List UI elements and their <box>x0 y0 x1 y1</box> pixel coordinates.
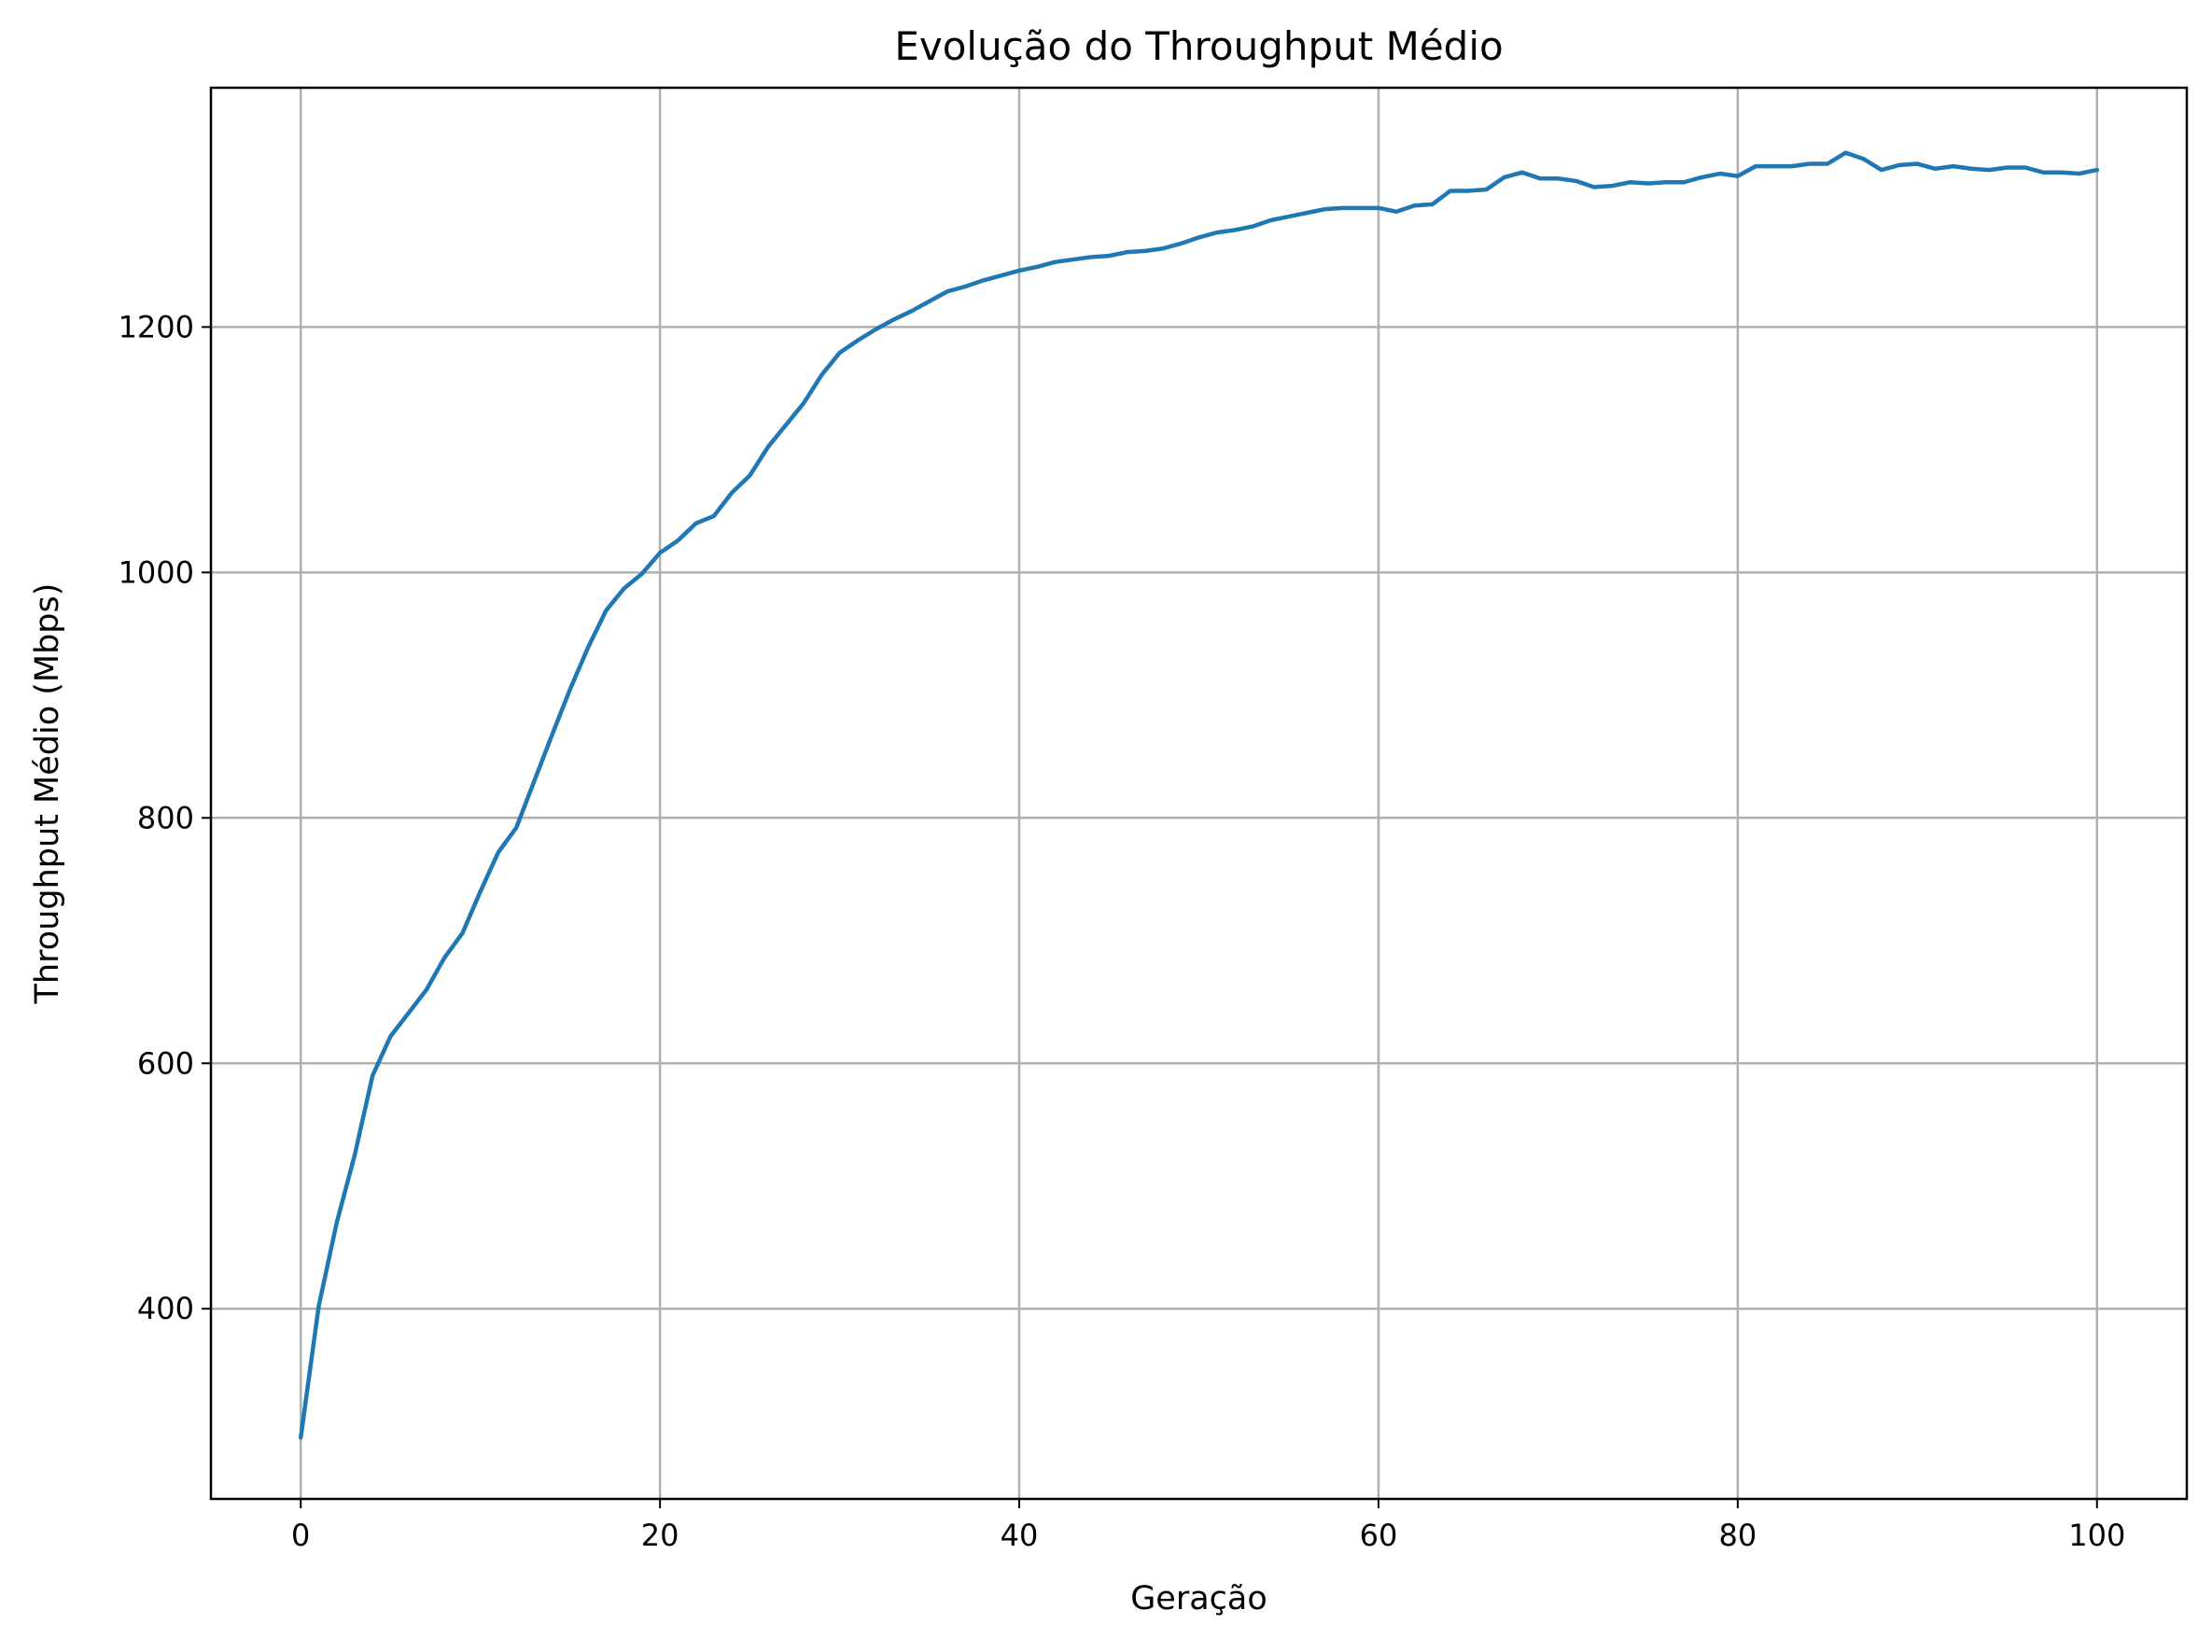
y-tick-label-400: 400 <box>137 1291 194 1326</box>
x-axis-label: Geração <box>1130 1580 1267 1617</box>
chart-title: Evolução do Throughput Médio <box>894 23 1503 69</box>
series-line-0 <box>298 150 2100 1440</box>
y-tick-label-600: 600 <box>137 1045 194 1081</box>
x-tick-label-80: 80 <box>1719 1518 1757 1553</box>
x-tick-label-20: 20 <box>641 1518 679 1553</box>
grid-lines <box>211 88 2187 1499</box>
series-layer <box>298 150 2100 1440</box>
x-tick-label-100: 100 <box>2068 1518 2125 1553</box>
y-tick-label-1200: 1200 <box>119 309 194 344</box>
y-tick-label-1000: 1000 <box>119 554 194 590</box>
y-tick-label-800: 800 <box>137 800 194 835</box>
x-tick-label-0: 0 <box>291 1518 310 1553</box>
x-tick-label-40: 40 <box>1001 1518 1039 1553</box>
x-tick-label-60: 60 <box>1360 1518 1398 1553</box>
y-axis-label: Throughput Médio (Mbps) <box>29 583 66 1005</box>
plot-frame <box>209 86 2189 1501</box>
axis-ticks: 0 20 40 60 80 100 400 600 800 1000 1200 <box>119 309 2126 1553</box>
